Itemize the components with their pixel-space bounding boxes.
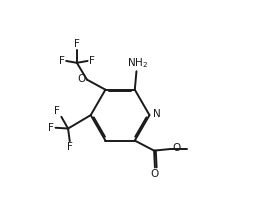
Text: F: F bbox=[49, 123, 54, 133]
Text: F: F bbox=[89, 56, 95, 66]
Text: F: F bbox=[59, 56, 65, 66]
Text: O: O bbox=[172, 143, 180, 153]
Text: O: O bbox=[78, 74, 86, 84]
Text: N: N bbox=[153, 109, 161, 119]
Text: F: F bbox=[74, 39, 80, 49]
Text: O: O bbox=[151, 169, 159, 179]
Text: F: F bbox=[54, 106, 60, 116]
Text: NH$_2$: NH$_2$ bbox=[127, 56, 148, 70]
Text: F: F bbox=[67, 142, 73, 152]
